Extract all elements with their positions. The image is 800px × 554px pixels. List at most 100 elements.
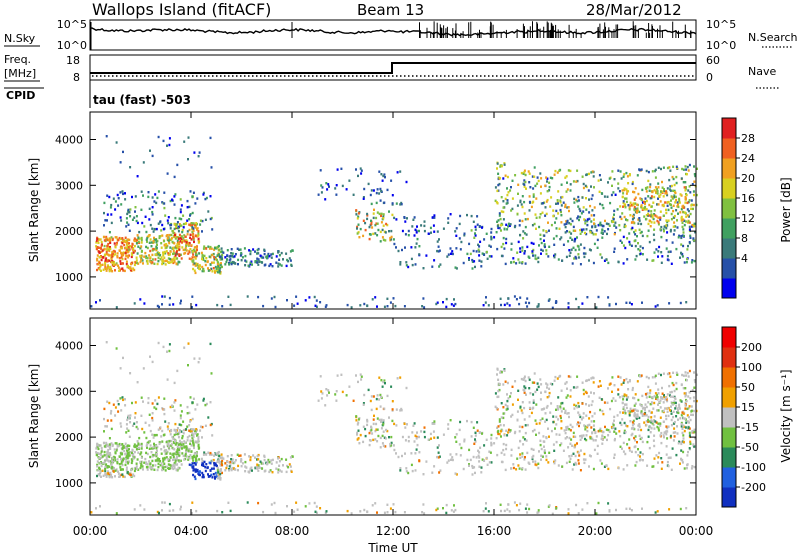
velocity-cell xyxy=(626,425,629,428)
power-cell xyxy=(532,195,535,198)
velocity-cell xyxy=(119,422,122,425)
power-cell xyxy=(556,171,559,174)
power-cell xyxy=(647,229,650,232)
power-cell xyxy=(657,182,660,185)
power-cell xyxy=(678,199,681,202)
velocity-cell xyxy=(110,409,113,413)
power-cell xyxy=(134,195,137,198)
velocity-cell xyxy=(692,409,695,413)
velocity-cell xyxy=(548,435,550,438)
velocity-cell xyxy=(597,501,600,505)
velocity-cell xyxy=(660,457,663,460)
velocity-cell xyxy=(401,435,404,439)
velocity-cell xyxy=(631,432,634,436)
velocity-cell xyxy=(216,466,219,470)
power-cell xyxy=(561,195,564,199)
velocity-cell xyxy=(165,452,168,455)
power-cell xyxy=(198,264,201,268)
power-cell xyxy=(221,305,224,308)
power-cell xyxy=(380,189,383,193)
velocity-cell xyxy=(507,428,510,431)
power-cell xyxy=(681,225,684,229)
velocity-cell xyxy=(357,429,360,432)
velocity-cell xyxy=(121,447,124,451)
noise-sky-line xyxy=(89,27,697,37)
velocity-cell xyxy=(634,413,637,416)
velocity-cell xyxy=(150,451,153,454)
power-cell xyxy=(524,262,527,265)
power-cell xyxy=(107,239,110,242)
power-cell xyxy=(681,234,684,237)
velocity-cell xyxy=(285,458,288,461)
velocity-cell xyxy=(381,385,384,388)
power-cell xyxy=(577,256,580,259)
power-cell xyxy=(613,213,615,216)
power-cell xyxy=(194,264,197,267)
power-cell xyxy=(471,260,474,263)
velocity-cell xyxy=(139,504,142,507)
power-cell xyxy=(653,213,656,216)
power-cell xyxy=(513,225,516,229)
velocity-cell xyxy=(584,428,587,431)
velocity-cell xyxy=(416,431,418,434)
velocity-cell xyxy=(262,462,265,465)
velocity-cell xyxy=(185,447,188,450)
velocity-cell xyxy=(682,417,685,420)
velocity-cell xyxy=(225,466,228,470)
power-cell xyxy=(593,214,596,217)
power-cell xyxy=(220,247,223,250)
velocity-cell xyxy=(683,425,686,428)
velocity-cell xyxy=(657,456,660,459)
velocity-cell xyxy=(677,409,679,412)
velocity-cell xyxy=(256,463,259,466)
power-cell xyxy=(524,173,527,177)
power-cell xyxy=(532,254,534,257)
power-cell xyxy=(577,306,580,309)
velocity-cell xyxy=(585,438,588,442)
velocity-cell xyxy=(460,446,463,450)
power-cell xyxy=(590,197,593,201)
velocity-cell xyxy=(645,396,648,399)
velocity-cell xyxy=(654,382,657,385)
velocity-cell xyxy=(96,453,98,457)
velocity-cell xyxy=(637,398,640,402)
power-cell xyxy=(122,251,125,254)
power-cell xyxy=(628,243,631,246)
power-cell xyxy=(530,205,533,209)
velocity-cell xyxy=(189,419,192,422)
velocity-cell xyxy=(194,463,197,466)
power-cell xyxy=(151,210,154,214)
velocity-cell xyxy=(122,460,125,463)
velocity-cell xyxy=(389,507,392,510)
velocity-cell xyxy=(179,404,182,407)
velocity-cell xyxy=(212,458,215,462)
power-cell xyxy=(162,254,165,257)
velocity-cell xyxy=(686,371,689,375)
power-cell xyxy=(356,225,359,229)
velocity-cell xyxy=(189,420,191,423)
colorbar-tick-label: 200 xyxy=(741,341,762,354)
velocity-cell xyxy=(431,471,434,474)
power-cell xyxy=(566,219,569,223)
power-cell xyxy=(95,301,97,304)
velocity-cell xyxy=(576,406,579,409)
power-cell xyxy=(637,248,640,251)
velocity-cell xyxy=(267,458,270,462)
power-cell xyxy=(576,217,579,220)
power-cell xyxy=(285,252,288,255)
power-cell xyxy=(399,261,402,264)
power-cell xyxy=(673,196,675,199)
power-cell xyxy=(207,267,209,270)
velocity-cell xyxy=(622,381,625,384)
velocity-cell xyxy=(386,394,389,398)
velocity-cell xyxy=(204,466,207,469)
velocity-cell xyxy=(621,395,624,398)
power-cell xyxy=(174,252,177,256)
velocity-cell xyxy=(404,452,406,455)
velocity-cell xyxy=(582,392,585,396)
power-cell xyxy=(109,265,112,269)
y-tick-label: 2000 xyxy=(55,431,83,444)
velocity-cell xyxy=(98,467,101,471)
power-cell xyxy=(684,211,687,214)
velocity-cell xyxy=(176,449,179,452)
